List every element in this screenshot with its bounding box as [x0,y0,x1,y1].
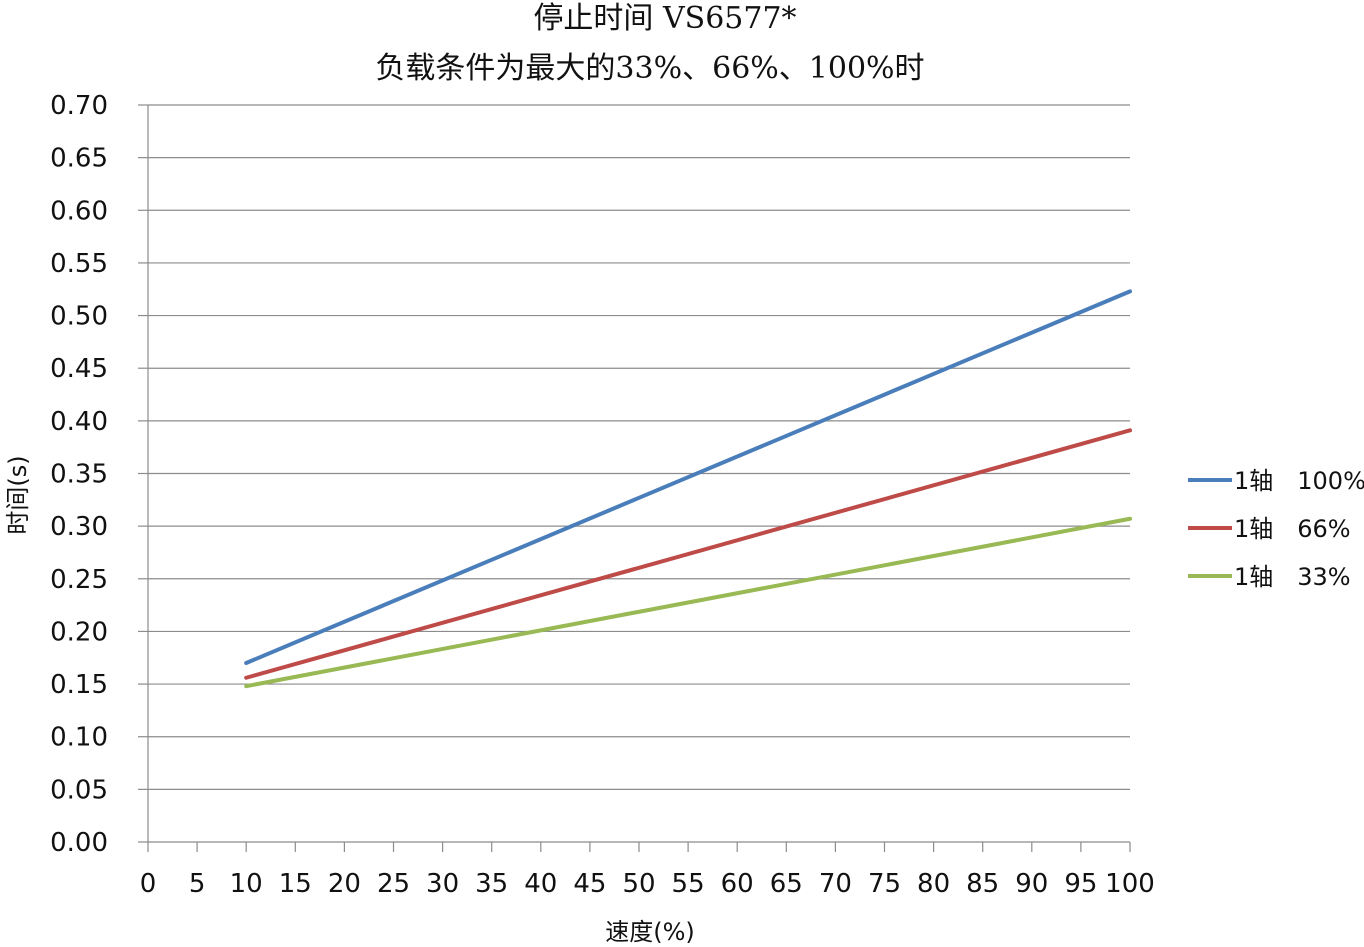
x-tick-label: 95 [1064,869,1097,899]
legend-label: 1轴 33% [1234,563,1351,591]
grid-lines [138,104,1130,843]
chart-title: 停止时间 VS6577* [533,1,796,36]
series-line [244,289,1132,666]
x-tick-label: 60 [721,869,754,899]
y-tick-label: 0.20 [50,617,108,647]
x-tick-label: 55 [672,869,705,899]
x-tick-label: 75 [868,869,901,899]
y-tick-label: 0.05 [50,775,108,805]
legend-label: 1轴 100% [1234,467,1364,495]
y-tick-label: 0.25 [50,565,108,595]
x-tick-label: 25 [377,869,410,899]
x-tick-label: 100 [1105,869,1155,899]
y-tick-label: 0.30 [50,512,108,542]
x-tick-label: 90 [1015,869,1048,899]
x-tick-label: 0 [140,869,157,899]
y-tick-label: 0.55 [50,249,108,279]
series-line [244,516,1132,689]
x-tick-label: 20 [328,869,361,899]
x-tick-label: 10 [230,869,263,899]
y-tick-labels: 0.00 0.05 0.10 0.15 0.20 0.25 0.30 0.35 0.40 0.45… [50,91,108,858]
series-lines [244,289,1132,689]
y-tick-label: 0.45 [50,354,108,384]
axes [147,105,1131,852]
x-tick-label: 80 [917,869,950,899]
x-tick-label: 50 [622,869,655,899]
legend-label: 1轴 66% [1234,515,1351,543]
x-tick-labels: 0 5 10 15 20 25 30 35 40 45 50 55 60 65 70 75 80 85 90 95 10… [140,869,1155,899]
legend: 1轴 100% 1轴 66% 1轴 33% [1188,467,1364,591]
y-axis-label: 时间(s) [4,455,32,534]
y-tick-label: 0.60 [50,196,108,226]
x-tick-label: 85 [966,869,999,899]
x-tick-label: 35 [475,869,508,899]
x-tick-label: 45 [573,869,606,899]
x-tick-label: 40 [524,869,557,899]
y-tick-label: 0.00 [50,828,108,858]
y-tick-label: 0.15 [50,670,108,700]
x-tick-label: 70 [819,869,852,899]
y-tick-label: 0.35 [50,460,108,490]
chart-subtitle: 负载条件为最大的33%、66%、100%时 [375,51,924,86]
x-tick-label: 15 [279,869,312,899]
x-axis-label: 速度(%) [605,918,695,946]
y-tick-label: 0.40 [50,407,108,437]
y-tick-label: 0.50 [50,302,108,332]
x-tick-label: 5 [189,869,206,899]
y-tick-label: 0.70 [50,91,108,121]
y-tick-label: 0.65 [50,144,108,174]
y-tick-label: 0.10 [50,723,108,753]
series-line [244,428,1132,680]
x-tick-label: 30 [426,869,459,899]
x-tick-label: 65 [770,869,803,899]
